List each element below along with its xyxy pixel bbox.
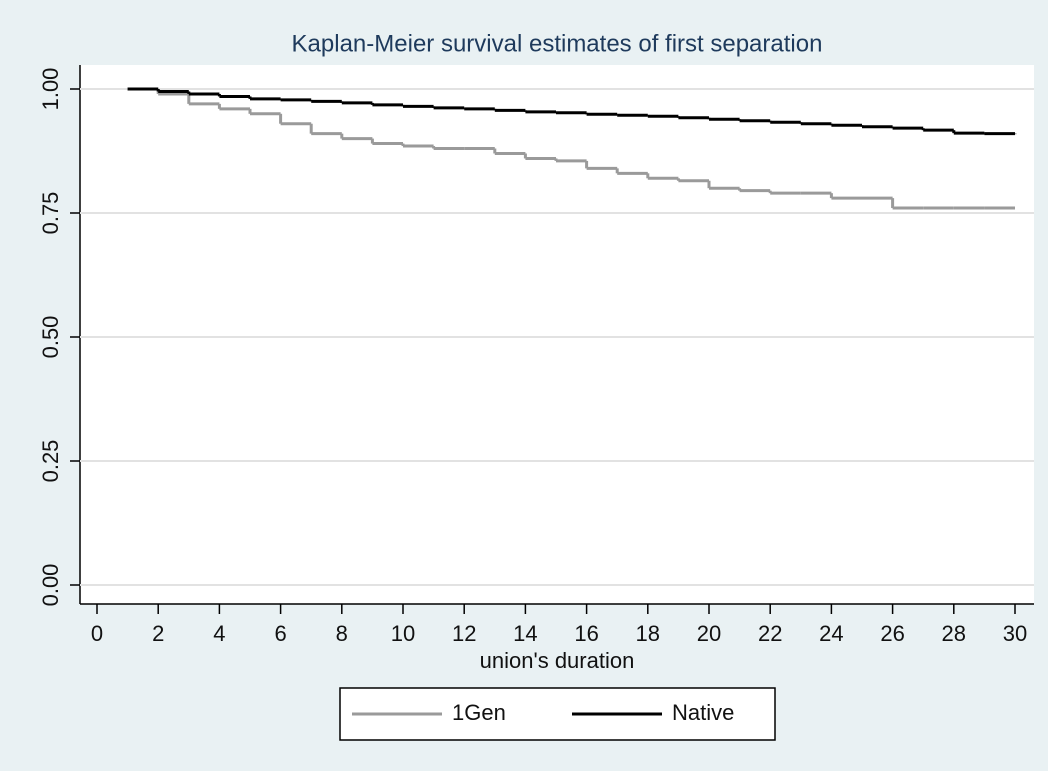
- x-tick-label: 16: [574, 621, 598, 646]
- y-tick-label: 0.00: [38, 564, 63, 607]
- x-tick-label: 12: [452, 621, 476, 646]
- y-tick-label: 1.00: [38, 68, 63, 111]
- y-tick-label: 0.25: [38, 440, 63, 483]
- x-tick-label: 2: [152, 621, 164, 646]
- legend-label: 1Gen: [452, 700, 506, 725]
- x-tick-label: 22: [758, 621, 782, 646]
- x-tick-label: 20: [697, 621, 721, 646]
- chart-title: Kaplan-Meier survival estimates of first…: [292, 30, 823, 57]
- x-tick-label: 18: [636, 621, 660, 646]
- x-tick-label: 14: [513, 621, 537, 646]
- x-tick-label: 10: [391, 621, 415, 646]
- x-tick-label: 24: [819, 621, 843, 646]
- x-tick-label: 28: [942, 621, 966, 646]
- y-tick-label: 0.75: [38, 192, 63, 235]
- x-tick-label: 8: [336, 621, 348, 646]
- x-tick-label: 4: [213, 621, 225, 646]
- x-tick-label: 6: [274, 621, 286, 646]
- x-tick-label: 30: [1003, 621, 1027, 646]
- x-tick-label: 26: [880, 621, 904, 646]
- x-axis-label: union's duration: [480, 648, 635, 673]
- legend-label: Native: [672, 700, 734, 725]
- y-tick-label: 0.50: [38, 316, 63, 359]
- x-tick-label: 0: [91, 621, 103, 646]
- plot-area: [80, 65, 1034, 604]
